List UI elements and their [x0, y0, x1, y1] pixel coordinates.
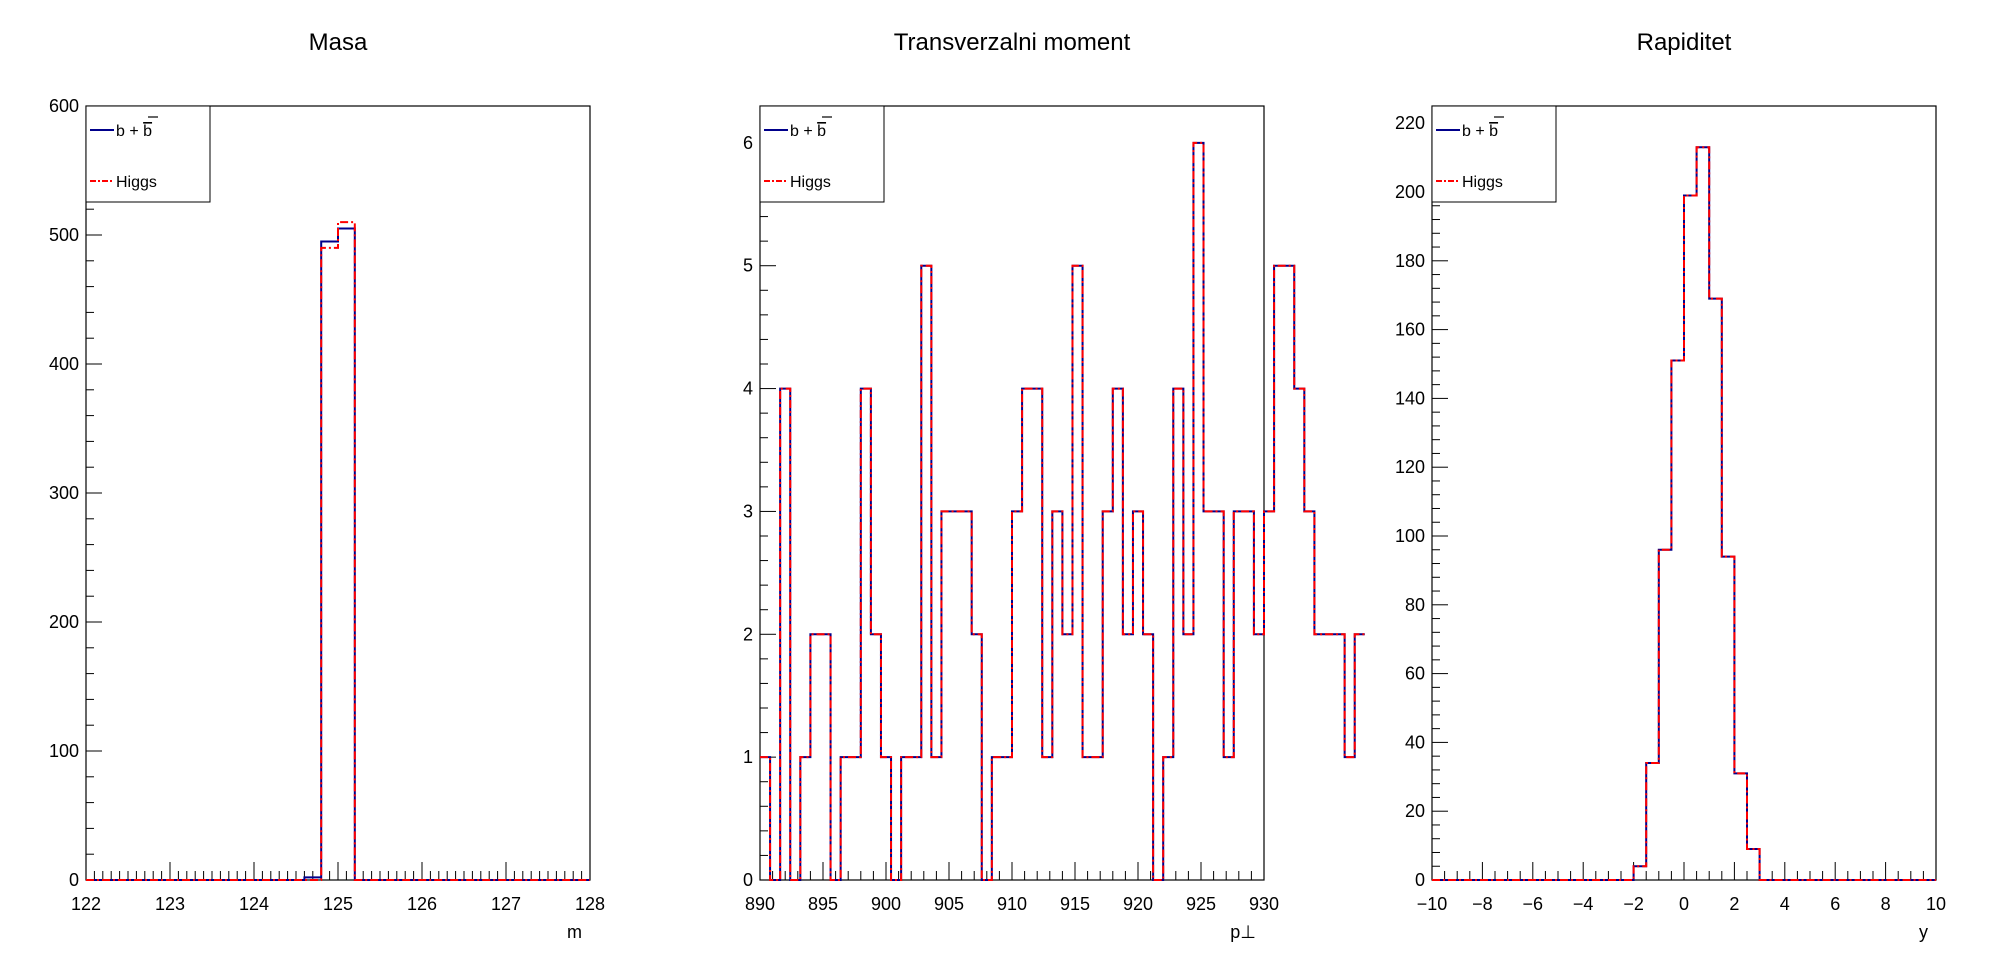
panel-masa: Masa 0 100 200 300 400 500 600 122 123 124 125 126 12… — [49, 29, 605, 942]
y-tick-label: 180 — [1395, 251, 1425, 271]
x-tick-label: 122 — [71, 894, 101, 914]
legend-bb-base: b + — [116, 123, 143, 140]
y-tick-label: 2 — [743, 624, 753, 644]
legend-bb-label: b + b — [116, 123, 152, 140]
x-tick-label: −8 — [1472, 894, 1493, 914]
x-tick-label: −10 — [1417, 894, 1448, 914]
y-tick-label: 80 — [1405, 595, 1425, 615]
x-axis-label: p⊥ — [1230, 922, 1256, 942]
legend-bb-label: b + b — [790, 123, 826, 140]
y-tick-label: 0 — [69, 870, 79, 890]
legend-bb-bar: b — [143, 123, 152, 140]
x-tick-label: 925 — [1186, 894, 1216, 914]
chart-title: Rapiditet — [1637, 29, 1732, 56]
y-tick-label: 120 — [1395, 457, 1425, 477]
x-tick-label: 125 — [323, 894, 353, 914]
chart-title: Masa — [309, 29, 368, 56]
y-tick-label: 200 — [49, 612, 79, 632]
y-tick-label: 100 — [1395, 526, 1425, 546]
x-tick-label: 890 — [745, 894, 775, 914]
legend-higgs-label: Higgs — [1462, 174, 1503, 191]
legend-box — [1431, 105, 1557, 203]
y-tick-label: 100 — [49, 741, 79, 761]
panel-transverzalni-moment: Transverzalni moment 0 1 2 3 4 5 6 890 895 900 905 9… — [743, 29, 1365, 942]
y-tick-label: 220 — [1395, 113, 1425, 133]
x-tick-label: 920 — [1123, 894, 1153, 914]
y-tick-label: 600 — [49, 96, 79, 116]
x-tick-label: −4 — [1573, 894, 1594, 914]
x-tick-label: 4 — [1780, 894, 1790, 914]
legend: b + b Higgs — [759, 105, 885, 203]
x-tick-label: 895 — [808, 894, 838, 914]
legend: b + b Higgs — [1431, 105, 1557, 203]
legend-bb-label: b + b — [1462, 123, 1498, 140]
y-tick-label: 500 — [49, 225, 79, 245]
plot-frame — [85, 105, 591, 881]
x-tick-label: 905 — [934, 894, 964, 914]
y-tick-label: 3 — [743, 501, 753, 521]
series-higgs-histogram — [86, 221, 590, 881]
legend-box — [85, 105, 211, 203]
y-tick-label: 1 — [743, 747, 753, 767]
legend-box — [759, 105, 885, 203]
y-tick-label: 60 — [1405, 664, 1425, 684]
y-tick-label: 6 — [743, 133, 753, 153]
legend-bb-bar: b — [1489, 123, 1498, 140]
legend-bb-base: b + — [1462, 123, 1489, 140]
x-tick-label: 0 — [1679, 894, 1689, 914]
chart-title: Transverzalni moment — [894, 29, 1131, 56]
x-tick-label: −6 — [1523, 894, 1544, 914]
x-tick-label: 8 — [1881, 894, 1891, 914]
y-tick-label: 200 — [1395, 182, 1425, 202]
y-tick-label: 0 — [1415, 870, 1425, 890]
x-tick-label: 126 — [407, 894, 437, 914]
x-axis-label: m — [567, 922, 582, 942]
y-tick-label: 40 — [1405, 732, 1425, 752]
x-tick-label: 6 — [1830, 894, 1840, 914]
y-tick-label: 400 — [49, 354, 79, 374]
x-tick-label: 2 — [1729, 894, 1739, 914]
y-tick-label: 5 — [743, 256, 753, 276]
series-bb-histogram — [1432, 146, 1936, 881]
x-tick-label: 127 — [491, 894, 521, 914]
y-tick-label: 20 — [1405, 801, 1425, 821]
y-tick-label: 160 — [1395, 320, 1425, 340]
legend: b + b Higgs — [85, 105, 211, 203]
x-tick-label: 900 — [871, 894, 901, 914]
series-higgs-histogram — [760, 141, 1365, 881]
x-tick-label: 124 — [239, 894, 269, 914]
y-tick-label: 4 — [743, 379, 753, 399]
plot-frame — [759, 105, 1265, 881]
legend-bb-bar: b — [817, 123, 826, 140]
x-tick-label: 930 — [1249, 894, 1279, 914]
x-tick-label: 123 — [155, 894, 185, 914]
y-tick-label: 140 — [1395, 388, 1425, 408]
panel-rapiditet: Rapiditet020406080100120140160180200220−… — [1395, 29, 1946, 942]
legend-higgs-label: Higgs — [116, 174, 157, 191]
y-tick-label: 0 — [743, 870, 753, 890]
series-bb-histogram — [86, 227, 590, 881]
x-tick-label: 128 — [575, 894, 605, 914]
x-tick-label: −2 — [1623, 894, 1644, 914]
x-tick-label: 10 — [1926, 894, 1946, 914]
x-axis-label: y — [1919, 922, 1928, 942]
y-tick-label: 300 — [49, 483, 79, 503]
legend-bb-base: b + — [790, 123, 817, 140]
series-higgs-histogram — [1432, 146, 1936, 881]
legend-higgs-label: Higgs — [790, 174, 831, 191]
x-tick-label: 915 — [1060, 894, 1090, 914]
x-tick-label: 910 — [997, 894, 1027, 914]
